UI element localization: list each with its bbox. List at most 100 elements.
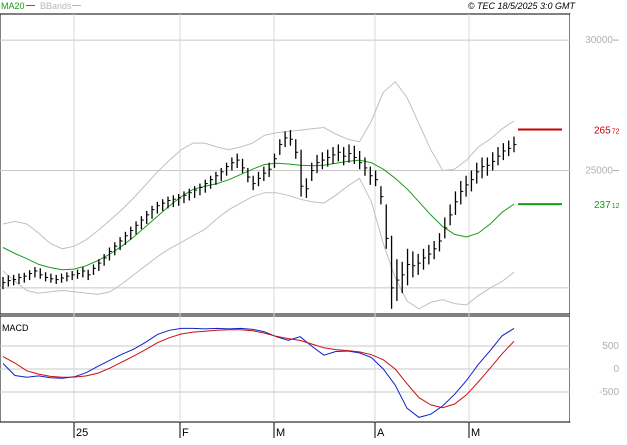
price-bar bbox=[146, 210, 150, 224]
price-bar bbox=[289, 130, 293, 146]
price-bar bbox=[337, 144, 341, 162]
macd-lines bbox=[2, 327, 515, 418]
price-bar bbox=[273, 153, 277, 168]
price-bar bbox=[284, 131, 288, 148]
price-bar bbox=[60, 273, 65, 283]
price-bar bbox=[151, 205, 155, 219]
y-axis-labels: 30000 25000 500 0 -500 bbox=[585, 35, 619, 398]
price-bar bbox=[374, 170, 379, 187]
price-bar bbox=[481, 157, 485, 179]
macd-y-tick-label: -500 bbox=[599, 387, 619, 398]
price-bar bbox=[327, 149, 331, 167]
price-bar bbox=[114, 242, 118, 256]
price-y-tick-label: 25000 bbox=[585, 166, 613, 177]
price-bar bbox=[188, 188, 192, 201]
price-bar bbox=[82, 267, 86, 278]
price-bar bbox=[12, 274, 17, 286]
price-bar bbox=[247, 167, 251, 183]
price-bar bbox=[433, 240, 437, 260]
price-bar bbox=[130, 226, 134, 240]
price-bar bbox=[241, 158, 246, 174]
price-bar bbox=[124, 231, 128, 245]
price-bar bbox=[348, 144, 352, 163]
price-bar bbox=[295, 139, 299, 159]
x-axis-labels: 25 F M A M bbox=[73, 422, 480, 439]
price-bar bbox=[66, 272, 70, 282]
price-bar bbox=[358, 150, 363, 170]
price-bar bbox=[209, 175, 214, 189]
x-tick-label: A bbox=[377, 427, 385, 439]
price-bar bbox=[316, 154, 320, 174]
price-bar bbox=[87, 269, 91, 281]
price-bar bbox=[412, 251, 416, 278]
price-bar bbox=[39, 268, 43, 279]
price-bar bbox=[321, 152, 325, 170]
macd-y-tick-label: 0 bbox=[613, 364, 619, 375]
price-bar bbox=[396, 259, 400, 301]
price-bar bbox=[454, 191, 458, 215]
macd-y-tick-label: 500 bbox=[602, 341, 619, 352]
ma20-level-label: 23712 bbox=[594, 200, 620, 211]
price-bar bbox=[199, 183, 203, 196]
x-tick-label: 25 bbox=[76, 427, 88, 439]
right-axis bbox=[570, 14, 627, 422]
copyright-text: © TEC 18/5/2025 3:0 GMT bbox=[468, 1, 577, 11]
price-bar bbox=[103, 254, 107, 266]
price-bar bbox=[444, 217, 448, 239]
x-tick-label: F bbox=[182, 427, 189, 439]
price-bar bbox=[508, 140, 512, 157]
price-bars bbox=[2, 130, 517, 309]
price-bar bbox=[231, 157, 235, 171]
price-bar bbox=[44, 272, 49, 282]
ma20-line bbox=[2, 159, 515, 271]
price-bar bbox=[406, 248, 411, 286]
price-bar bbox=[502, 143, 506, 161]
price-bar bbox=[225, 162, 230, 176]
price-bar bbox=[380, 186, 384, 205]
bb-lower-line bbox=[2, 177, 515, 310]
price-bar bbox=[428, 244, 432, 265]
price-bar bbox=[92, 264, 96, 275]
x-tick-label: M bbox=[276, 427, 285, 439]
price-bar bbox=[513, 136, 517, 153]
price-bar bbox=[390, 235, 395, 309]
price-bar bbox=[156, 201, 160, 214]
price-bar bbox=[369, 166, 373, 185]
price-bar bbox=[263, 166, 267, 181]
price-y-tick-label: 30000 bbox=[585, 35, 613, 46]
macd-signal-line bbox=[2, 329, 515, 409]
ma20-polyline bbox=[2, 159, 515, 271]
price-bar bbox=[332, 147, 336, 164]
price-bar bbox=[204, 179, 208, 193]
price-bar bbox=[76, 269, 81, 279]
upper-band-level-label: 26572 bbox=[594, 126, 620, 137]
bollinger-bands bbox=[2, 81, 515, 310]
price-bar bbox=[476, 162, 480, 184]
price-bar bbox=[220, 167, 224, 181]
legend: MA20 BBands bbox=[1, 1, 81, 11]
price-bar bbox=[119, 237, 123, 251]
price-bar bbox=[311, 162, 315, 181]
price-bar bbox=[257, 171, 261, 187]
price-bar bbox=[23, 272, 27, 283]
price-bar bbox=[167, 196, 171, 209]
price-bar bbox=[172, 195, 176, 208]
price-bar bbox=[183, 191, 187, 204]
price-bar bbox=[18, 273, 22, 284]
price-bar bbox=[385, 204, 389, 249]
price-bar bbox=[178, 194, 182, 206]
price-bar bbox=[492, 152, 496, 171]
price-bar bbox=[268, 162, 272, 178]
price-annotations: 26572 23712 bbox=[518, 126, 620, 211]
price-bar bbox=[305, 178, 309, 198]
price-bar bbox=[422, 248, 427, 270]
macd-title: MACD bbox=[2, 323, 29, 333]
price-bar bbox=[193, 186, 198, 198]
price-bar bbox=[497, 147, 501, 166]
price-bar bbox=[343, 147, 347, 166]
price-bar bbox=[50, 273, 54, 283]
price-bar bbox=[135, 221, 139, 235]
price-bar bbox=[2, 276, 6, 290]
